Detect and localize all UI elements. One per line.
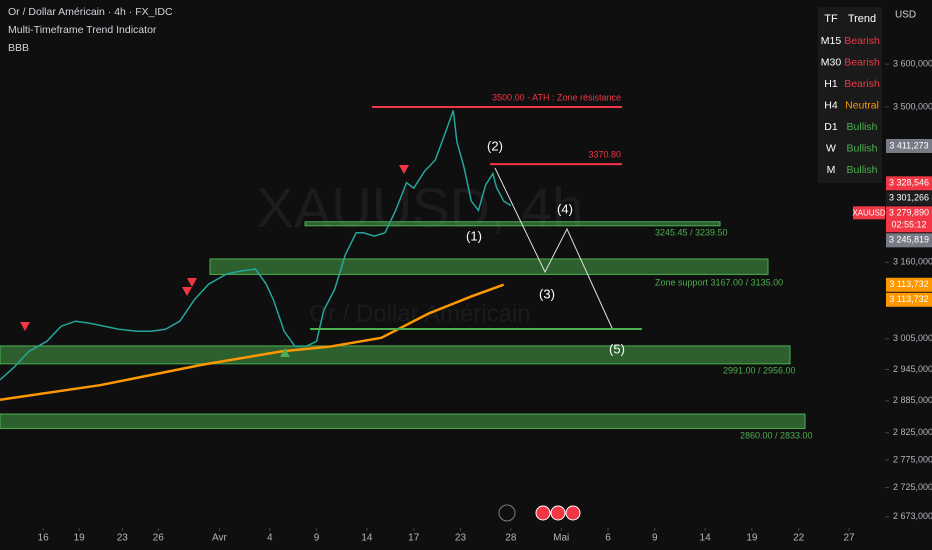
x-tick-label: 4 — [267, 533, 273, 544]
x-tick-label: 26 — [153, 533, 165, 544]
y-tick-label: 3 500,000 — [893, 101, 932, 111]
icon[interactable] — [550, 505, 566, 521]
price-badge-label: 3 411,273 — [889, 140, 928, 150]
price-badge — [886, 277, 932, 292]
wave-label: (4) — [557, 201, 573, 216]
x-tick-label: 19 — [746, 533, 758, 544]
y-tick-label: 2 945,000 — [893, 364, 932, 374]
x-tick-label: 23 — [117, 533, 129, 544]
table-trend: Bullish — [847, 164, 878, 176]
x-tick-label: 9 — [314, 533, 320, 544]
zone — [0, 345, 791, 365]
zone-label: 3245.45 / 3239.50 — [655, 227, 728, 237]
price-badge-label: 3 245,819 — [889, 235, 929, 245]
zone-label: 2860.00 / 2833.00 — [740, 430, 813, 440]
buy-signal — [280, 348, 290, 357]
symbol-label: XAUUSD — [852, 208, 886, 217]
level-label: 3500.00 - ATH : Zone résistance — [492, 92, 621, 102]
price-badge — [886, 206, 932, 233]
price-badge-label: 3 328,546 — [889, 178, 929, 188]
x-tick-label: 6 — [605, 533, 611, 544]
wave-label: (3) — [539, 286, 555, 301]
table-tf: H1 — [824, 78, 838, 90]
wave-label: (1) — [466, 228, 482, 243]
table-tf: D1 — [824, 121, 838, 133]
price-badge-label: 3 279,890 — [889, 208, 929, 218]
table-tf: H4 — [824, 99, 838, 111]
price-badge — [886, 292, 932, 307]
x-tick-label: 16 — [38, 533, 50, 544]
y-tick-label: 2 673,000 — [893, 511, 932, 521]
chart-title: Or / Dollar Américain · 4h · FX_IDC — [8, 6, 173, 18]
table-tf: M15 — [821, 35, 842, 47]
price-badge — [886, 138, 932, 153]
price-badge-label: 3 113,732 — [889, 279, 928, 289]
x-tick-label: 19 — [74, 533, 86, 544]
price-badge — [886, 233, 932, 248]
table-tf: M — [827, 164, 836, 176]
x-tick-label: 14 — [361, 533, 373, 544]
level-label: 3370.80 — [588, 150, 621, 160]
price-badge-label: 3 113,732 — [889, 294, 928, 304]
y-tick-label: 3 005,000 — [893, 333, 932, 343]
indicator-name: BBB — [8, 42, 29, 54]
table-trend: Bearish — [844, 35, 880, 47]
y-tick-label: 3 160,000 — [893, 257, 932, 267]
zone-label: Zone support 3167.00 / 3135.00 — [655, 277, 783, 287]
symbol-badge — [853, 206, 885, 220]
y-tick-label: 3 600,000 — [893, 58, 932, 68]
icon[interactable] — [535, 505, 551, 521]
x-tick-label: 23 — [455, 533, 467, 544]
y-tick-label: 2 825,000 — [893, 427, 932, 437]
x-tick-label: 17 — [408, 533, 420, 544]
wave-projection — [494, 167, 613, 329]
zone — [0, 413, 806, 429]
x-tick-label: 9 — [652, 533, 658, 544]
zone — [209, 258, 769, 275]
trend-table — [818, 7, 882, 183]
y-tick-label: 2 725,000 — [893, 482, 932, 492]
watermark: XAUUSD, 4h — [257, 176, 584, 239]
price-badge — [886, 191, 932, 206]
x-tick-label: Avr — [212, 533, 227, 544]
price-line — [0, 110, 512, 381]
x-tick-label: 22 — [793, 533, 805, 544]
zone-label: 2991.00 / 2956.00 — [723, 365, 796, 375]
price-line — [0, 283, 505, 401]
currency: USD — [895, 10, 916, 21]
watermark-sub: Or / Dollar Américain — [309, 300, 530, 327]
y-tick-label: 2 885,000 — [893, 395, 932, 405]
zone — [304, 221, 721, 227]
table-header: TF — [824, 13, 838, 25]
table-header: Trend — [848, 13, 876, 25]
x-tick-label: 28 — [505, 533, 517, 544]
table-trend: Bullish — [847, 121, 878, 133]
x-tick-label: Mai — [553, 533, 569, 544]
x-tick-label: 27 — [843, 533, 855, 544]
wave-label: (2) — [487, 138, 503, 153]
table-trend: Bullish — [847, 142, 878, 154]
table-trend: Bearish — [844, 78, 880, 90]
indicator-name: Multi-Timeframe Trend Indicator — [8, 24, 157, 36]
table-tf: M30 — [821, 56, 842, 68]
icon[interactable] — [565, 505, 581, 521]
price-badge-label: 3 301,266 — [889, 193, 929, 203]
wave-label: (5) — [609, 341, 625, 356]
countdown: 02:55:12 — [891, 220, 926, 230]
icon[interactable] — [498, 504, 516, 522]
table-trend: Neutral — [845, 99, 879, 111]
price-badge — [886, 176, 932, 191]
table-tf: W — [826, 142, 836, 154]
x-tick-label: 14 — [700, 533, 712, 544]
y-tick-label: 2 775,000 — [893, 454, 932, 464]
table-trend: Bearish — [844, 56, 880, 68]
